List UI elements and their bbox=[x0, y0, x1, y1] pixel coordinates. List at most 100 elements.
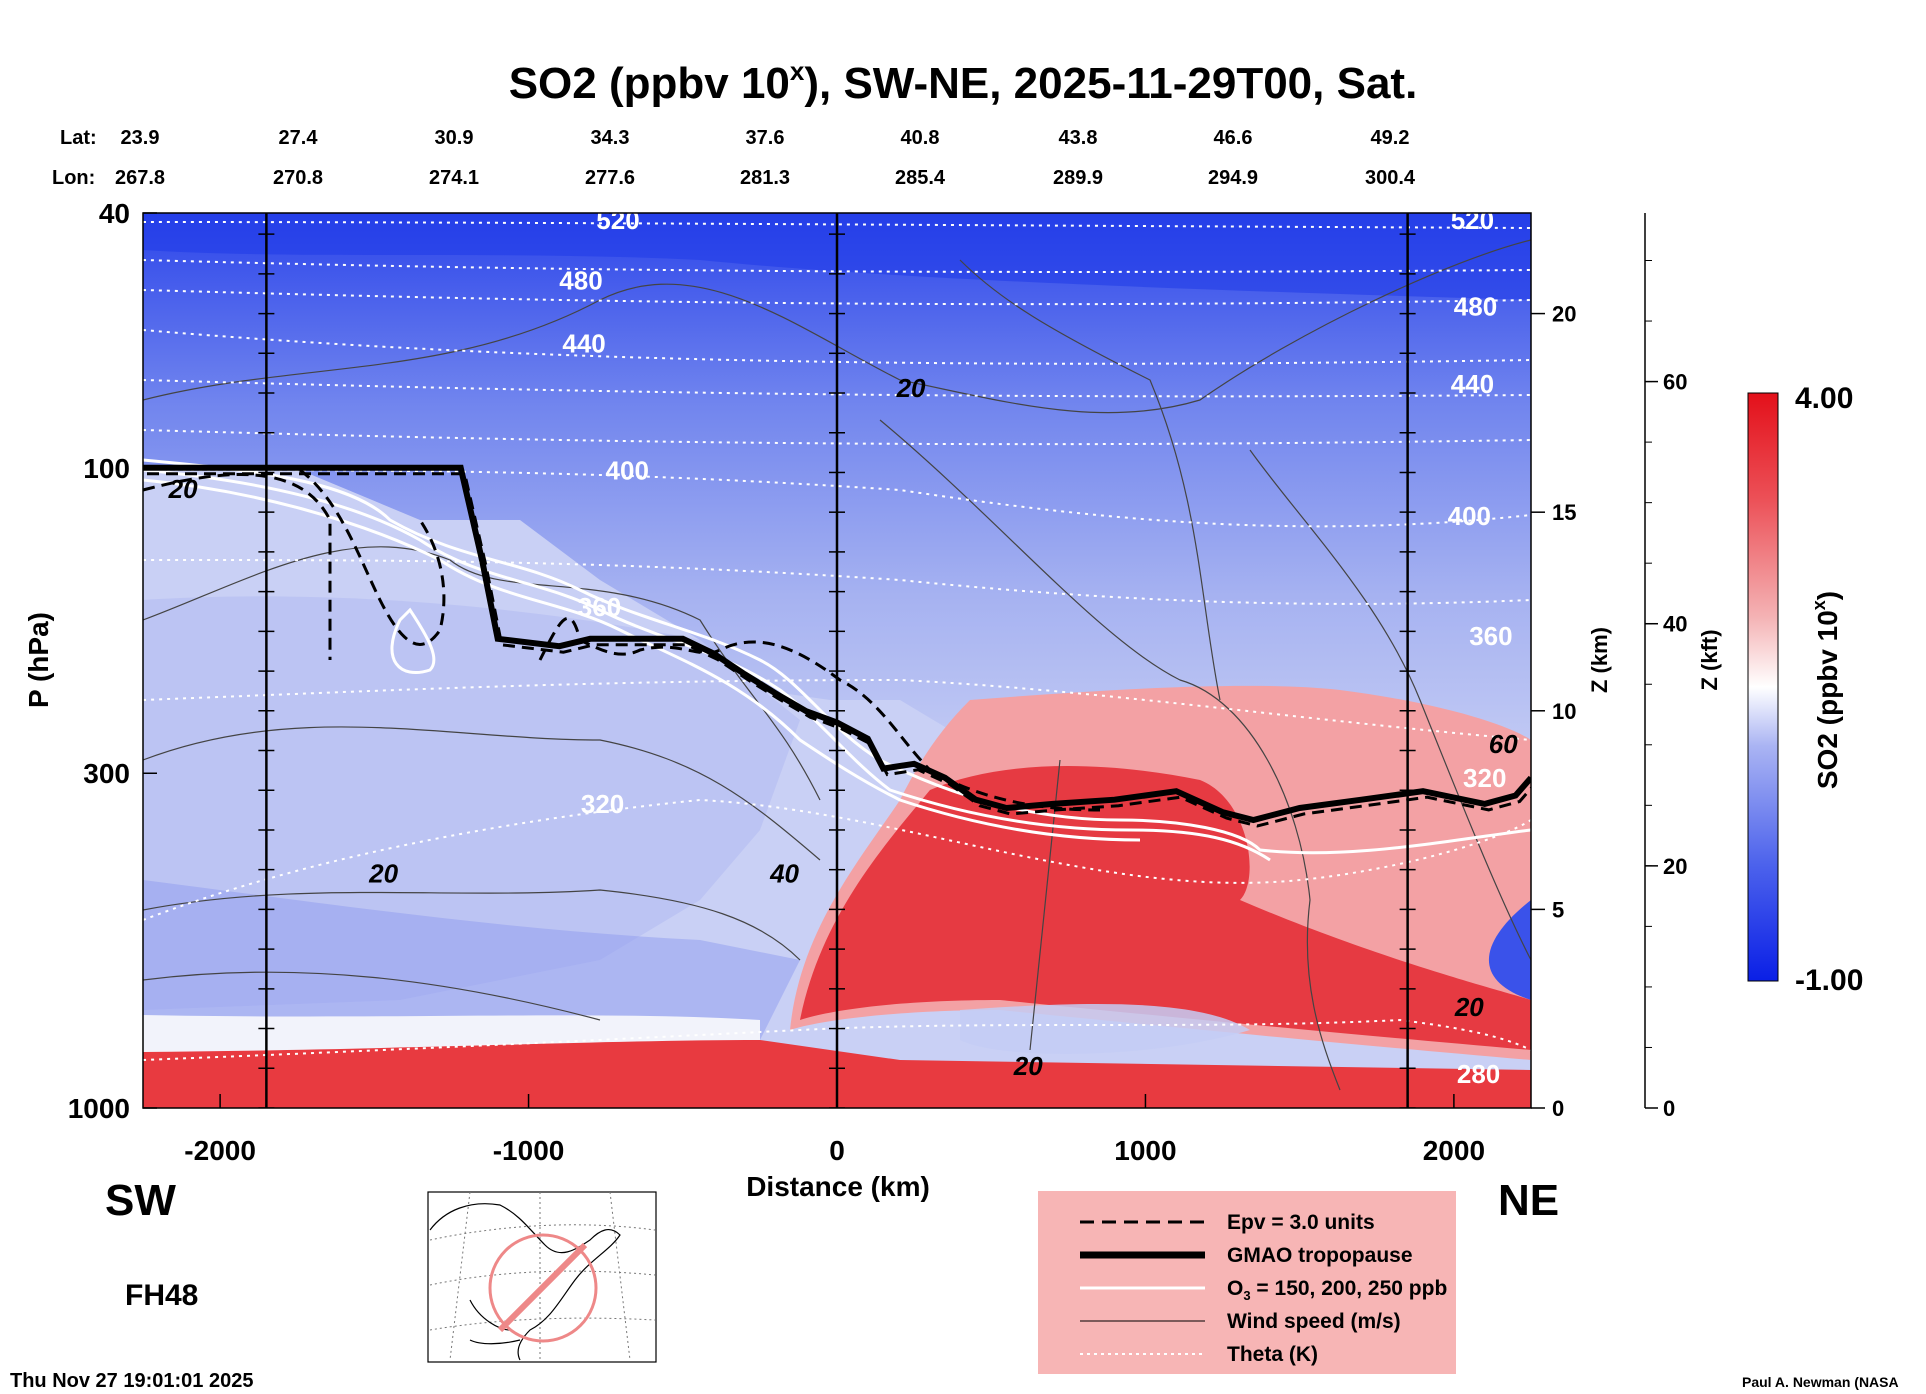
z-km-tick-label: 15 bbox=[1552, 500, 1576, 525]
legend-tropopause-label: GMAO tropopause bbox=[1227, 1244, 1413, 1267]
wind-label: 20 bbox=[896, 373, 926, 403]
inset-map-coastlines bbox=[429, 1203, 621, 1361]
y-axis-label: P (hPa) bbox=[23, 612, 54, 708]
wind-labels: 20 20 40 20 20 60 20 bbox=[168, 373, 1519, 1081]
forecast-hour: FH48 bbox=[125, 1279, 198, 1312]
z-kft-tick-label: 60 bbox=[1663, 370, 1687, 395]
x-tick-label: 1000 bbox=[1114, 1135, 1176, 1166]
credit: Paul A. Newman (NASA bbox=[1742, 1374, 1899, 1390]
z-kft-tick-label: 20 bbox=[1663, 854, 1687, 879]
so2-ne-blue-patch bbox=[1488, 900, 1531, 1000]
lon-value: 294.9 bbox=[1208, 167, 1258, 189]
x-tick-label: -2000 bbox=[184, 1135, 256, 1166]
so2-plume-core bbox=[800, 766, 1531, 1050]
sw-label: SW bbox=[105, 1176, 176, 1225]
ozone-contours bbox=[143, 458, 1531, 862]
wind-label: 20 bbox=[1013, 1051, 1043, 1081]
wind-label: 20 bbox=[168, 474, 198, 504]
lon-value: 267.8 bbox=[115, 167, 165, 189]
so2-lower-blue-region bbox=[143, 880, 800, 1040]
x-tick-label: 0 bbox=[829, 1135, 845, 1166]
z-km-axis: 0 5 10 15 20 bbox=[1531, 302, 1576, 1121]
lat-value: 49.2 bbox=[1371, 127, 1410, 149]
z-kft-label: Z (kft) bbox=[1697, 629, 1722, 690]
wind-label: 20 bbox=[1454, 992, 1484, 1022]
z-kft-axis: 0 20 40 60 bbox=[1644, 213, 1687, 1121]
colorbar-min-label: -1.00 bbox=[1795, 964, 1863, 997]
wind-label: 20 bbox=[368, 858, 398, 888]
y-tick-label: 40 bbox=[99, 198, 130, 229]
ne-label: NE bbox=[1498, 1176, 1559, 1225]
theta-label: 440 bbox=[1451, 369, 1494, 399]
z-km-tick-label: 5 bbox=[1552, 897, 1564, 922]
y-tick-label: 1000 bbox=[68, 1093, 130, 1124]
inset-map-section-line bbox=[497, 1242, 588, 1333]
lon-value: 300.4 bbox=[1365, 167, 1416, 189]
z-km-tick-label: 0 bbox=[1552, 1096, 1564, 1121]
lon-value: 274.1 bbox=[429, 167, 479, 189]
x-axis-label: Distance (km) bbox=[746, 1171, 930, 1202]
lon-value: 270.8 bbox=[273, 167, 323, 189]
theta-label: 320 bbox=[1463, 763, 1506, 793]
lat-value: 23.9 bbox=[121, 127, 160, 149]
vertical-markers bbox=[258, 213, 1416, 1108]
y-axis: 40 100 300 1000 bbox=[68, 198, 157, 1124]
y-tick-label: 100 bbox=[83, 453, 130, 484]
colorbar-max-label: 4.00 bbox=[1795, 382, 1853, 415]
lat-value: 27.4 bbox=[279, 127, 319, 149]
epv-tropopause-follow bbox=[147, 472, 1531, 828]
lon-value: 277.6 bbox=[585, 167, 635, 189]
z-km-tick-label: 10 bbox=[1552, 699, 1576, 724]
lat-value: 40.8 bbox=[901, 127, 940, 149]
theta-label: 520 bbox=[1451, 205, 1494, 235]
z-km-label: Z (km) bbox=[1587, 627, 1612, 693]
lat-value: 46.6 bbox=[1214, 127, 1253, 149]
tropopause-line bbox=[143, 464, 1531, 824]
z-kft-tick-label: 0 bbox=[1663, 1096, 1675, 1121]
theta-label: 400 bbox=[606, 456, 649, 486]
lat-value: 30.9 bbox=[435, 127, 474, 149]
so2-blue-pocket bbox=[960, 1004, 1250, 1054]
chart-title: SO2 (ppbv 10x), SW-NE, 2025-11-29T00, Sa… bbox=[509, 56, 1418, 108]
lon-values: 267.8 270.8 274.1 277.6 281.3 285.4 289.9 294.9… bbox=[115, 167, 1416, 189]
lon-label: Lon: bbox=[52, 167, 95, 189]
theta-label: 400 bbox=[1448, 501, 1491, 531]
theta-label: 480 bbox=[559, 266, 602, 296]
z-km-tick-label: 20 bbox=[1552, 302, 1576, 327]
legend-theta-label: Theta (K) bbox=[1227, 1343, 1318, 1366]
lat-value: 43.8 bbox=[1059, 127, 1098, 149]
plot-area: 520480440400360320280520480440400360320 … bbox=[143, 205, 1531, 1108]
timestamp: Thu Nov 27 19:01:01 2025 bbox=[10, 1370, 253, 1392]
colorbar-label: SO2 (ppbv 10x) bbox=[1809, 591, 1843, 789]
lat-values: 23.9 27.4 30.9 34.3 37.6 40.8 43.8 46.6 49.2 bbox=[121, 127, 1410, 149]
theta-label: 480 bbox=[1454, 292, 1497, 322]
theta-label: 280 bbox=[1457, 1059, 1500, 1089]
lat-value: 34.3 bbox=[591, 127, 630, 149]
theta-contours bbox=[143, 221, 1531, 1061]
y-tick-label: 300 bbox=[83, 758, 130, 789]
x-axis: -2000 -1000 0 1000 2000 bbox=[184, 1094, 1485, 1166]
inset-map bbox=[427, 1191, 657, 1363]
theta-label: 440 bbox=[562, 329, 605, 359]
wind-contours bbox=[143, 239, 1531, 1091]
colorbar bbox=[1747, 392, 1779, 982]
theta-label: 520 bbox=[596, 205, 639, 235]
legend-wind-label: Wind speed (m/s) bbox=[1227, 1310, 1401, 1333]
legend-epv-label: Epv = 3.0 units bbox=[1227, 1211, 1375, 1234]
z-kft-tick-label: 40 bbox=[1663, 612, 1687, 637]
x-tick-label: 2000 bbox=[1423, 1135, 1485, 1166]
lon-value: 285.4 bbox=[895, 167, 946, 189]
legend-ozone-label: O3 = 150, 200, 250 ppb bbox=[1227, 1277, 1447, 1303]
wind-label: 40 bbox=[769, 858, 799, 888]
wind-label: 60 bbox=[1489, 729, 1518, 759]
x-tick-label: -1000 bbox=[493, 1135, 565, 1166]
lat-label: Lat: bbox=[60, 127, 97, 149]
theta-label: 320 bbox=[581, 789, 624, 819]
theta-labels: 520 480 440 400 360 320 280 520 480 440 400 360 320 bbox=[559, 205, 1512, 1089]
theta-label: 360 bbox=[578, 592, 621, 622]
inset-map-circle bbox=[488, 1233, 598, 1343]
theta-label: 360 bbox=[1469, 621, 1512, 651]
inset-map-grid bbox=[429, 1191, 656, 1361]
lon-value: 289.9 bbox=[1053, 167, 1103, 189]
